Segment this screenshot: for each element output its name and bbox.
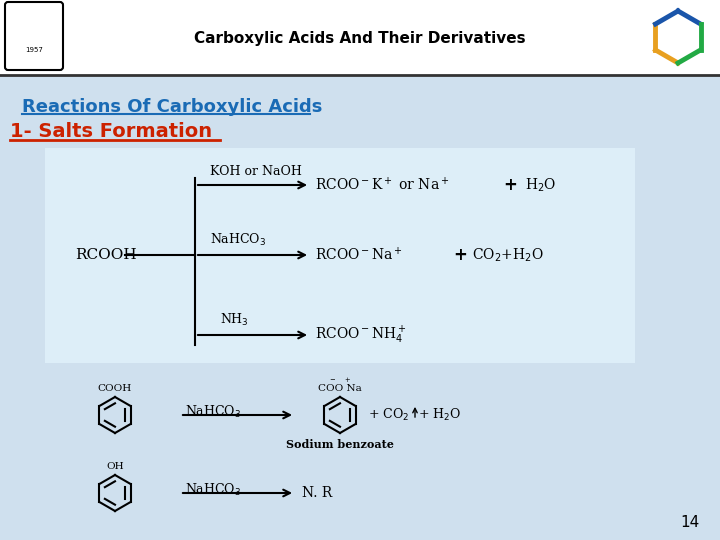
Text: N. R: N. R (302, 486, 332, 500)
Text: COOH: COOH (98, 384, 132, 393)
Text: RCOO$^-$NH$_4^+$: RCOO$^-$NH$_4^+$ (315, 325, 407, 346)
Text: Reactions Of Carboxylic Acids: Reactions Of Carboxylic Acids (22, 98, 323, 116)
Text: OH: OH (106, 462, 124, 471)
Text: RCOOH: RCOOH (75, 248, 137, 262)
FancyBboxPatch shape (45, 148, 635, 363)
Text: $^-$  $^+$: $^-$ $^+$ (328, 377, 351, 390)
FancyBboxPatch shape (0, 0, 720, 75)
Text: H$_2$O: H$_2$O (525, 176, 557, 194)
Text: CO$_2$+H$_2$O: CO$_2$+H$_2$O (472, 246, 544, 264)
Text: COO Na: COO Na (318, 384, 362, 393)
Text: NaHCO$_3$: NaHCO$_3$ (210, 232, 266, 248)
Text: 14: 14 (680, 515, 700, 530)
Text: KOH or NaOH: KOH or NaOH (210, 165, 302, 178)
Text: Sodium benzoate: Sodium benzoate (286, 439, 394, 450)
Text: RCOO$^-$K$^+$ or Na$^+$: RCOO$^-$K$^+$ or Na$^+$ (315, 177, 449, 194)
Text: +: + (503, 176, 517, 194)
Text: RCOO$^-$Na$^+$: RCOO$^-$Na$^+$ (315, 246, 402, 264)
Text: + CO$_2$: + CO$_2$ (368, 407, 409, 423)
Text: +: + (453, 246, 467, 264)
Text: NaHCO$_3$: NaHCO$_3$ (185, 404, 241, 420)
FancyBboxPatch shape (5, 2, 63, 70)
Text: + H$_2$O: + H$_2$O (418, 407, 461, 423)
Text: 1- Salts Formation: 1- Salts Formation (10, 122, 212, 141)
Text: 1957: 1957 (25, 47, 43, 53)
Text: Carboxylic Acids And Their Derivatives: Carboxylic Acids And Their Derivatives (194, 30, 526, 45)
Text: NaHCO$_3$: NaHCO$_3$ (185, 482, 241, 498)
Text: NH$_3$: NH$_3$ (220, 312, 249, 328)
